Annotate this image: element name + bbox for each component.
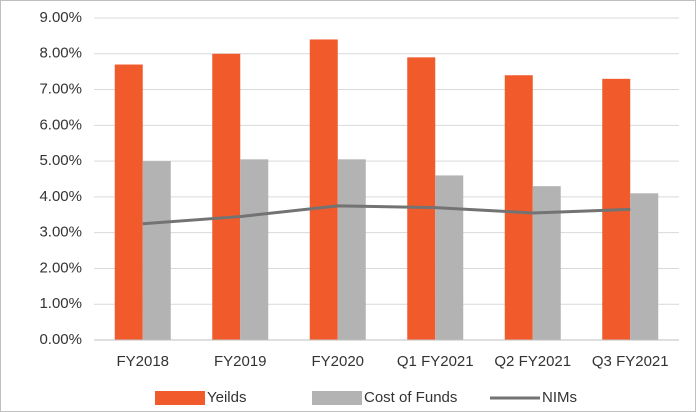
line bbox=[142, 204, 631, 226]
x-tick-label: Q3 FY2021 bbox=[592, 353, 669, 370]
y-tick-label: 9.00% bbox=[39, 9, 82, 26]
bar bbox=[337, 159, 366, 340]
x-tick-label: FY2019 bbox=[214, 353, 267, 370]
legend-swatch bbox=[155, 391, 205, 405]
x-tick-label: FY2020 bbox=[311, 353, 364, 370]
bar bbox=[142, 161, 171, 340]
legend-label: Cost of Funds bbox=[364, 389, 457, 406]
x-tick-label: FY2018 bbox=[116, 353, 169, 370]
y-tick-label: 7.00% bbox=[39, 81, 82, 98]
y-tick-label: 0.00% bbox=[39, 331, 82, 348]
y-tick-label: 6.00% bbox=[39, 116, 82, 133]
bar bbox=[407, 57, 436, 340]
y-tick-label: 2.00% bbox=[39, 259, 82, 276]
bar bbox=[114, 64, 143, 340]
y-tick-label: 4.00% bbox=[39, 188, 82, 205]
legend-label: Yeilds bbox=[207, 389, 246, 406]
bar bbox=[435, 175, 464, 340]
bar bbox=[630, 193, 659, 340]
bar bbox=[504, 75, 533, 340]
legend-swatch bbox=[312, 391, 362, 405]
bar bbox=[532, 186, 561, 340]
x-tick-label: Q2 FY2021 bbox=[494, 353, 571, 370]
bar bbox=[240, 159, 269, 340]
x-tick-label: Q1 FY2021 bbox=[397, 353, 474, 370]
y-tick-label: 8.00% bbox=[39, 45, 82, 62]
y-tick-label: 5.00% bbox=[39, 152, 82, 169]
legend-label: NIMs bbox=[542, 389, 577, 406]
bar bbox=[309, 39, 338, 340]
y-tick-label: 3.00% bbox=[39, 224, 82, 241]
y-tick-label: 1.00% bbox=[39, 295, 82, 312]
bar bbox=[212, 53, 241, 341]
